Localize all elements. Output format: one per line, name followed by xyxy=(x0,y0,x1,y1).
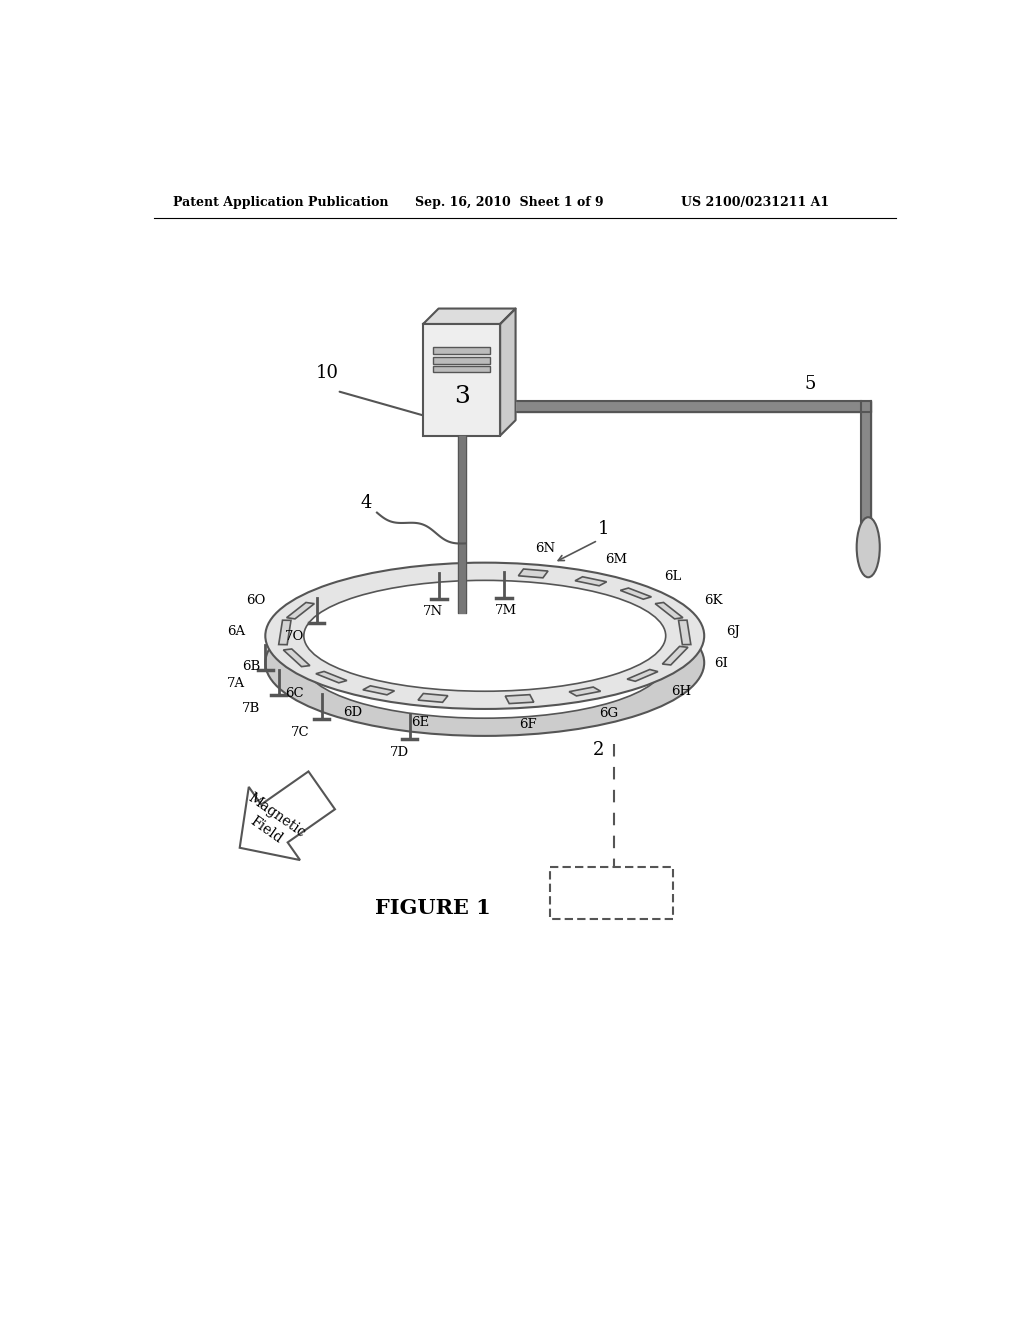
Text: 6C: 6C xyxy=(285,688,303,700)
Text: 7M: 7M xyxy=(496,605,517,618)
Text: Magnetic
Field: Magnetic Field xyxy=(236,791,308,855)
Polygon shape xyxy=(500,309,515,436)
Polygon shape xyxy=(240,771,335,861)
Text: 6L: 6L xyxy=(664,570,681,583)
Text: 6F: 6F xyxy=(519,718,537,731)
Text: 6G: 6G xyxy=(600,708,618,721)
Text: 6K: 6K xyxy=(705,594,723,607)
Polygon shape xyxy=(860,401,871,566)
Ellipse shape xyxy=(265,590,705,737)
Polygon shape xyxy=(423,309,515,323)
Polygon shape xyxy=(569,686,601,696)
Polygon shape xyxy=(517,401,871,412)
Bar xyxy=(433,366,490,372)
Polygon shape xyxy=(284,649,310,667)
Text: Sep. 16, 2010  Sheet 1 of 9: Sep. 16, 2010 Sheet 1 of 9 xyxy=(416,197,604,209)
Text: 10: 10 xyxy=(315,364,338,381)
Text: 7O: 7O xyxy=(285,630,304,643)
Polygon shape xyxy=(505,694,534,704)
Polygon shape xyxy=(627,669,658,681)
Text: 3: 3 xyxy=(454,385,470,408)
Text: 6D: 6D xyxy=(343,706,362,718)
Text: 1: 1 xyxy=(598,520,609,539)
Polygon shape xyxy=(279,620,291,644)
Polygon shape xyxy=(418,693,447,702)
Ellipse shape xyxy=(304,581,666,692)
Text: 6M: 6M xyxy=(605,553,628,566)
Text: 2: 2 xyxy=(593,741,604,759)
Polygon shape xyxy=(362,686,394,694)
Text: 7A: 7A xyxy=(227,677,245,690)
Text: 6O: 6O xyxy=(246,594,265,607)
Polygon shape xyxy=(575,577,606,586)
Polygon shape xyxy=(679,620,691,644)
Polygon shape xyxy=(287,602,314,619)
Ellipse shape xyxy=(265,562,705,709)
Bar xyxy=(433,358,490,364)
Text: 7D: 7D xyxy=(390,746,410,759)
Text: 6I: 6I xyxy=(715,657,728,671)
Text: Patent Application Publication: Patent Application Publication xyxy=(173,197,388,209)
FancyBboxPatch shape xyxy=(550,867,674,919)
Polygon shape xyxy=(315,672,347,682)
Text: 6E: 6E xyxy=(412,717,429,730)
Polygon shape xyxy=(621,587,651,599)
Bar xyxy=(423,323,500,436)
Text: 7B: 7B xyxy=(242,702,260,715)
Ellipse shape xyxy=(304,607,666,718)
Polygon shape xyxy=(458,436,466,612)
Text: 6H: 6H xyxy=(671,685,691,698)
Text: 7N: 7N xyxy=(423,606,443,619)
Polygon shape xyxy=(518,569,548,578)
Text: 6A: 6A xyxy=(227,624,246,638)
Ellipse shape xyxy=(857,517,880,577)
Text: US 2100/0231211 A1: US 2100/0231211 A1 xyxy=(681,197,829,209)
Text: FIGURE 1: FIGURE 1 xyxy=(375,898,492,917)
Polygon shape xyxy=(663,647,688,665)
Text: 6J: 6J xyxy=(726,624,740,638)
Text: 6B: 6B xyxy=(242,660,260,673)
Text: Processor 8: Processor 8 xyxy=(558,884,666,902)
Text: 5: 5 xyxy=(804,375,816,393)
Text: 4: 4 xyxy=(360,494,372,512)
Polygon shape xyxy=(655,602,683,619)
Text: 6N: 6N xyxy=(535,543,555,554)
Text: 7C: 7C xyxy=(291,726,309,739)
Bar xyxy=(433,347,490,354)
